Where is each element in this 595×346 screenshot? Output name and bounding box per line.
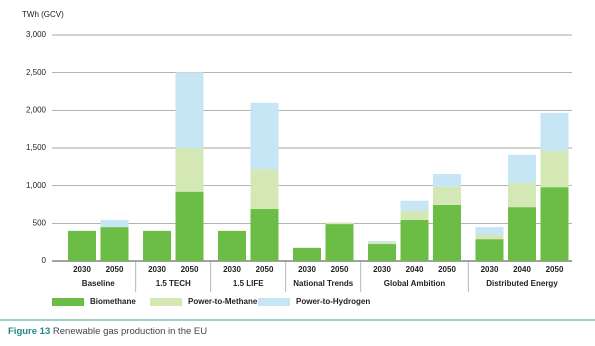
x-tick-label: 2030 — [223, 265, 241, 274]
x-tick-label: 2050 — [106, 265, 124, 274]
bar-segment — [508, 183, 536, 208]
bar-segment — [250, 102, 279, 170]
bar-segment — [475, 239, 504, 261]
bar-segment — [475, 227, 504, 236]
y-tick-label: 0 — [42, 256, 47, 265]
bar-segment — [68, 230, 96, 261]
bar-segment — [433, 204, 461, 261]
legend-label: Power-to-Methane — [188, 297, 258, 306]
x-tick-label: 2030 — [73, 265, 91, 274]
x-tick-label: 2040 — [406, 265, 424, 274]
bar-segment — [218, 230, 246, 261]
bar-segment — [540, 112, 569, 152]
bar-segment — [175, 191, 204, 261]
caption-text: Renewable gas production in the EU — [53, 326, 207, 337]
bar-segment — [508, 207, 536, 261]
bar-segment — [508, 154, 536, 184]
legend-swatch — [52, 298, 84, 306]
group-label: Distributed Energy — [486, 279, 558, 288]
figure-caption: Figure 13 Renewable gas production in th… — [8, 326, 207, 337]
x-tick-label: 2030 — [481, 265, 499, 274]
bar-segment — [368, 241, 396, 243]
x-tick-label: 2050 — [438, 265, 456, 274]
bar-segment — [100, 227, 129, 261]
x-tick-label: 2030 — [298, 265, 316, 274]
bar-segment — [540, 151, 569, 188]
bar-segment — [368, 242, 396, 245]
group-label: National Trends — [293, 279, 354, 288]
legend-label: Biomethane — [90, 297, 136, 306]
bar-segment — [325, 224, 354, 261]
y-tick-label: 3,000 — [26, 30, 47, 39]
legend-swatch — [150, 298, 182, 306]
y-axis-label: TWh (GCV) — [22, 10, 64, 19]
bar-segment — [433, 173, 461, 187]
group-label: 1.5 TECH — [156, 279, 191, 288]
caption-label: Figure 13 — [8, 326, 50, 337]
legend-label: Power-to-Hydrogen — [296, 297, 370, 306]
bar-segment — [368, 244, 396, 261]
x-tick-label: 2050 — [546, 265, 564, 274]
group-label: Baseline — [82, 279, 115, 288]
x-tick-label: 2030 — [373, 265, 391, 274]
bar-segment — [175, 72, 204, 148]
y-tick-label: 2,000 — [26, 105, 47, 114]
bar-segment — [400, 210, 429, 220]
group-label: 1.5 LIFE — [233, 279, 264, 288]
y-tick-label: 500 — [33, 218, 47, 227]
x-tick-label: 2030 — [148, 265, 166, 274]
x-tick-label: 2050 — [331, 265, 349, 274]
x-tick-label: 2040 — [513, 265, 531, 274]
legend-swatch — [258, 298, 290, 306]
x-tick-label: 2050 — [256, 265, 274, 274]
x-tick-label: 2050 — [181, 265, 199, 274]
y-tick-label: 1,000 — [26, 181, 47, 190]
y-tick-label: 1,500 — [26, 143, 47, 152]
y-tick-label: 2,500 — [26, 68, 47, 77]
bar-segment — [400, 200, 429, 211]
bar-segment — [475, 235, 504, 240]
bar-segment — [175, 148, 204, 192]
bar-segment — [433, 186, 461, 205]
bar-segment — [100, 219, 129, 228]
bar-segment — [540, 187, 569, 261]
bar-segment — [250, 209, 279, 261]
bar-segment — [293, 247, 321, 261]
bar-segment — [143, 230, 171, 261]
group-label: Global Ambition — [384, 279, 446, 288]
bar-segment — [400, 219, 429, 261]
bar-segment — [250, 169, 279, 210]
bar-segment — [325, 222, 354, 225]
